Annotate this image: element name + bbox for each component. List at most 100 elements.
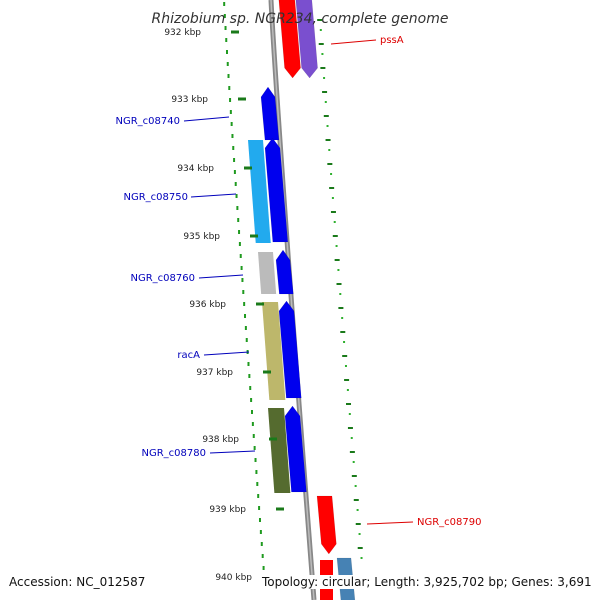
outer-gc-dot [348, 413, 351, 415]
outer-gc-dash [330, 211, 336, 213]
outer-gc-dot [321, 53, 324, 55]
inner-gc-dot [250, 410, 253, 414]
gene-features [248, 0, 356, 600]
leader-line-pssa [330, 39, 377, 45]
outer-gc-dot [333, 221, 336, 223]
inner-gc-dot [232, 146, 235, 150]
outer-gc-dash [347, 427, 353, 429]
inner-gc-dot [235, 194, 238, 198]
inner-gc-dot [252, 434, 255, 438]
tick-label: 935 kbp [183, 232, 220, 242]
outer-gc-dot [360, 557, 363, 559]
outer-gc-dot [350, 437, 353, 439]
leader-line-ngr-c08760 [198, 274, 244, 279]
gene-label-ngr-c08750[interactable]: NGR_c08750 [124, 192, 189, 203]
tick-label: 938 kbp [202, 435, 239, 445]
outer-gc-dot [323, 77, 326, 79]
tick-mark [256, 302, 264, 306]
outer-gc-dash [357, 547, 363, 549]
gene-arrow-blue [278, 300, 302, 399]
tick-mark [263, 370, 271, 374]
outer-gc-dot [324, 101, 327, 103]
tick-mark [269, 437, 277, 441]
gene-arrow-blue [264, 137, 289, 243]
inner-gc-dot [233, 158, 236, 162]
gene-label-ngr-c08790[interactable]: NGR_c08790 [417, 517, 482, 528]
gene-pssa [278, 0, 301, 79]
outer-gc-dash [346, 403, 352, 405]
inner-gc-dot [245, 338, 248, 342]
gc-dot-tracks [223, 2, 363, 570]
gene-arrow-blue [284, 405, 307, 493]
tick-label: 934 kbp [177, 164, 214, 174]
inner-gc-dot [248, 374, 251, 378]
inner-gc-dot [233, 170, 236, 174]
accession-text: Accession: NC_012587 [9, 575, 146, 589]
tick-mark [276, 507, 284, 511]
inner-gc-dot [225, 38, 228, 42]
inner-gc-dot [227, 74, 230, 78]
gene-label-pssa[interactable]: pssA [380, 35, 404, 46]
inner-gc-dot [229, 110, 232, 114]
outer-gc-dash [329, 187, 335, 189]
inner-gc-dot [226, 62, 229, 66]
inner-gc-dot [238, 230, 241, 234]
outer-gc-dot [354, 485, 357, 487]
outer-gc-dash [322, 91, 328, 93]
inner-gc-dot [241, 278, 244, 282]
map-title: Rhizobium sp. NGR234, complete genome [152, 11, 449, 27]
outer-gc-dot [343, 341, 346, 343]
gene-raca [262, 302, 286, 400]
outer-gc-dash [353, 499, 359, 501]
inner-gc-dot [251, 422, 254, 426]
inner-gc-dot [223, 14, 226, 18]
inner-gc-dot [234, 182, 237, 186]
inner-gc-dot [240, 266, 243, 270]
outer-gc-dash [323, 115, 329, 117]
outer-gc-dash [338, 307, 344, 309]
genome-summary-text: Topology: circular; Length: 3,925,702 bp… [262, 575, 592, 589]
outer-gc-dot [339, 293, 342, 295]
gene-ngr-c08790 [316, 495, 337, 555]
inner-gc-dot [262, 566, 265, 570]
gene-label-ngr-c08760[interactable]: NGR_c08760 [131, 273, 196, 284]
outer-gc-dash [332, 235, 338, 237]
inner-gc-dot [244, 326, 247, 330]
tick-label: 932 kbp [164, 28, 201, 38]
inner-gc-dot [237, 218, 240, 222]
outer-gc-dash [327, 163, 333, 165]
inner-gc-dot [229, 98, 232, 102]
leader-line-ngr-c08780 [209, 450, 256, 454]
tick-label: 933 kbp [171, 95, 208, 105]
inner-gc-dot [256, 482, 259, 486]
inner-gc-dot [242, 290, 245, 294]
outer-gc-dash [344, 379, 350, 381]
tick-label: 937 kbp [196, 368, 233, 378]
genome-backbone [268, 0, 317, 600]
backbone-highlight [270, 0, 315, 600]
inner-gc-dot [249, 386, 252, 390]
gene-ngr-c08750 [248, 140, 271, 243]
inner-gc-dot [250, 398, 253, 402]
tick-mark [250, 234, 258, 238]
gene-arrow-blue [275, 249, 294, 295]
gene-label-raca[interactable]: racA [177, 350, 200, 361]
outer-gc-dot [330, 173, 333, 175]
kbp-ticks: 932 kbp 933 kbp 934 kbp 935 kbp 936 kbp 937 k… [164, 28, 290, 583]
gene-label-ngr-c08780[interactable]: NGR_c08780 [142, 448, 207, 459]
outer-gc-dash [318, 43, 324, 45]
inner-gc-dot [224, 26, 227, 30]
outer-gc-dash [317, 19, 323, 21]
inner-gc-dot [253, 446, 256, 450]
outer-gc-dash [342, 355, 348, 357]
inner-gc-dot [223, 2, 226, 6]
inner-gc-dot [261, 554, 264, 558]
gene-label-ngr-c08740[interactable]: NGR_c08740 [116, 116, 181, 127]
inner-gc-dot [258, 506, 261, 510]
outer-gc-dash [320, 67, 326, 69]
inner-gc-dot [231, 134, 234, 138]
inner-gc-dot [236, 206, 239, 210]
inner-gc-dot [238, 242, 241, 246]
gene-ngr-c08780 [268, 408, 291, 493]
